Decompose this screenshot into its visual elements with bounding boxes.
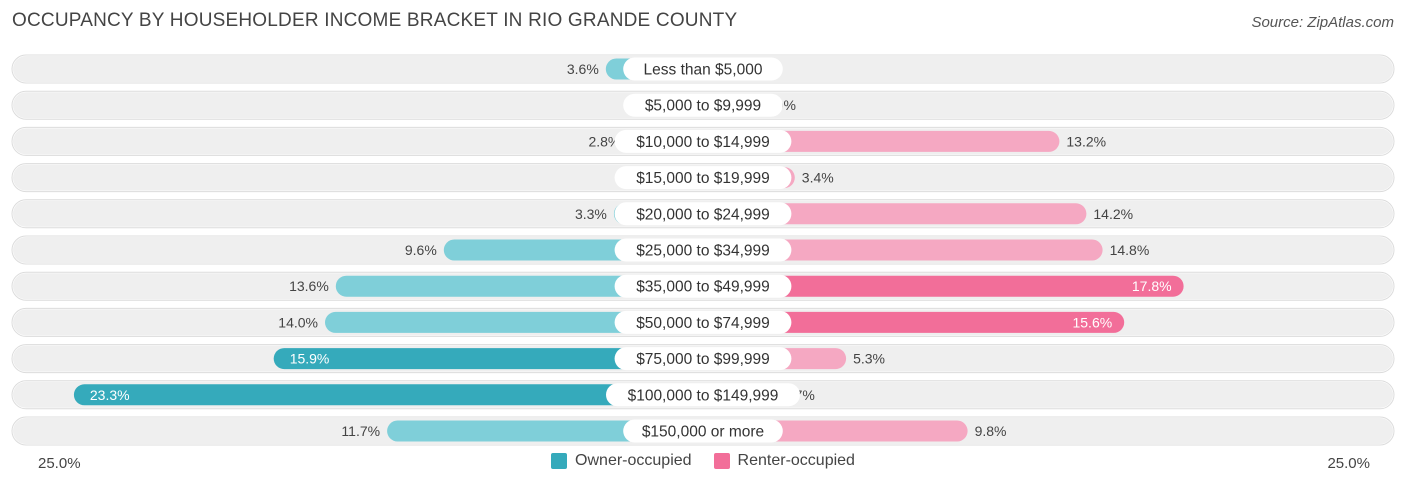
owner-value-label: 9.6% <box>405 242 437 258</box>
renter-bar <box>703 275 1184 297</box>
category-pill <box>623 93 783 117</box>
category-label: $10,000 to $14,999 <box>636 134 770 151</box>
owner-bar <box>273 348 703 370</box>
owner-swatch <box>551 453 568 469</box>
category-pill <box>614 129 792 153</box>
category-pill <box>614 202 792 226</box>
category-label: $35,000 to $49,999 <box>636 279 770 296</box>
category-label: $150,000 or more <box>642 424 764 441</box>
category-pill <box>614 274 792 298</box>
renter-value-label: 3.4% <box>802 170 834 186</box>
owner-bar <box>335 275 703 297</box>
owner-bar <box>387 420 703 442</box>
category-pill <box>614 310 792 334</box>
category-label: $20,000 to $24,999 <box>636 206 770 223</box>
category-pill <box>614 347 792 371</box>
category-pill <box>614 166 792 190</box>
renter-bar <box>703 130 1060 152</box>
owner-value-label: 3.6% <box>567 61 599 77</box>
owner-bar <box>325 311 703 333</box>
renter-bar <box>703 239 1103 261</box>
renter-swatch <box>713 453 730 469</box>
owner-value-label: 14.0% <box>278 314 318 330</box>
owner-value-label: 23.3% <box>90 387 130 403</box>
renter-value-label: 14.8% <box>1110 242 1150 258</box>
category-pill <box>623 57 783 81</box>
category-pill <box>614 238 792 262</box>
category-pill <box>606 383 800 407</box>
axis-right-label: 25.0% <box>1327 455 1370 472</box>
renter-value-label: 5.3% <box>853 351 885 367</box>
category-pill <box>623 419 783 443</box>
renter-value-label: 14.2% <box>1093 206 1133 222</box>
legend-renter-label: Renter-occupied <box>737 452 855 469</box>
category-label: $100,000 to $149,999 <box>628 387 779 404</box>
category-label: $15,000 to $19,999 <box>636 170 770 187</box>
owner-bar <box>73 384 703 406</box>
owner-value-label: 3.3% <box>575 206 607 222</box>
legend: Owner-occupied Renter-occupied <box>0 452 1406 470</box>
renter-bar <box>703 203 1087 225</box>
category-label: $50,000 to $74,999 <box>636 315 770 332</box>
owner-value-label: 15.9% <box>290 351 330 367</box>
renter-value-label: 17.8% <box>1132 278 1172 294</box>
renter-value-label: 9.8% <box>975 423 1007 439</box>
legend-owner-label: Owner-occupied <box>575 452 692 469</box>
category-label: $75,000 to $99,999 <box>636 351 770 368</box>
axis-left-label: 25.0% <box>38 455 81 472</box>
owner-value-label: 11.7% <box>341 423 380 439</box>
renter-bar <box>703 311 1125 333</box>
chart-title: OCCUPANCY BY HOUSEHOLDER INCOME BRACKET … <box>12 10 738 31</box>
category-label: $5,000 to $9,999 <box>645 98 761 115</box>
category-label: $25,000 to $34,999 <box>636 243 770 260</box>
renter-value-label: 13.2% <box>1066 133 1106 149</box>
renter-value-label: 15.6% <box>1072 314 1112 330</box>
legend-item-renter[interactable]: Renter-occupied <box>713 452 855 470</box>
source-credit: Source: ZipAtlas.com <box>1251 14 1394 31</box>
chart-canvas: 3.6%1.2%Less than $5,0001.5%2.0%$5,000 t… <box>11 54 1395 446</box>
owner-value-label: 13.6% <box>289 278 329 294</box>
owner-value-label: 2.8% <box>588 133 620 149</box>
legend-item-owner[interactable]: Owner-occupied <box>551 452 692 470</box>
category-label: Less than $5,000 <box>644 62 763 79</box>
